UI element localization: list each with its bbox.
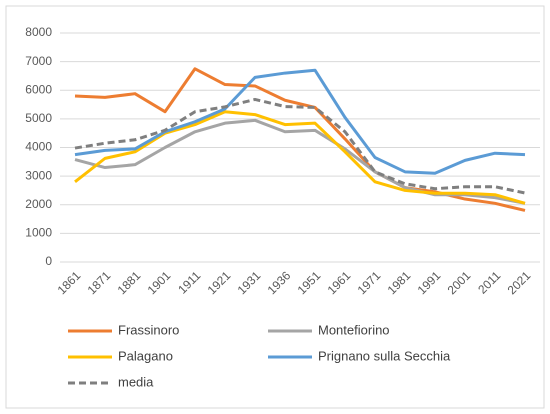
chart-frame xyxy=(5,5,545,409)
legend-label: media xyxy=(118,374,154,389)
y-tick-label: 8000 xyxy=(25,25,52,39)
y-tick-label: 4000 xyxy=(25,140,52,154)
y-tick-label: 2000 xyxy=(25,197,52,211)
legend: Frassinoro Montefiorino Palagano Prignano s… xyxy=(68,322,451,389)
legend-label: Frassinoro xyxy=(118,322,179,337)
y-tick-label: 0 xyxy=(45,254,52,268)
legend-label: Palagano xyxy=(118,348,173,363)
legend-label: Montefiorino xyxy=(318,322,390,337)
series-line xyxy=(74,68,526,175)
y-tick-label: 6000 xyxy=(25,82,52,96)
y-tick-label: 7000 xyxy=(25,54,52,68)
legend-label: Prignano sulla Secchia xyxy=(318,348,451,363)
y-tick-label: 3000 xyxy=(25,168,52,182)
y-tick-label: 1000 xyxy=(25,226,52,240)
series-line xyxy=(74,97,526,195)
series-line xyxy=(74,110,526,205)
y-tick-label: 5000 xyxy=(25,111,52,125)
